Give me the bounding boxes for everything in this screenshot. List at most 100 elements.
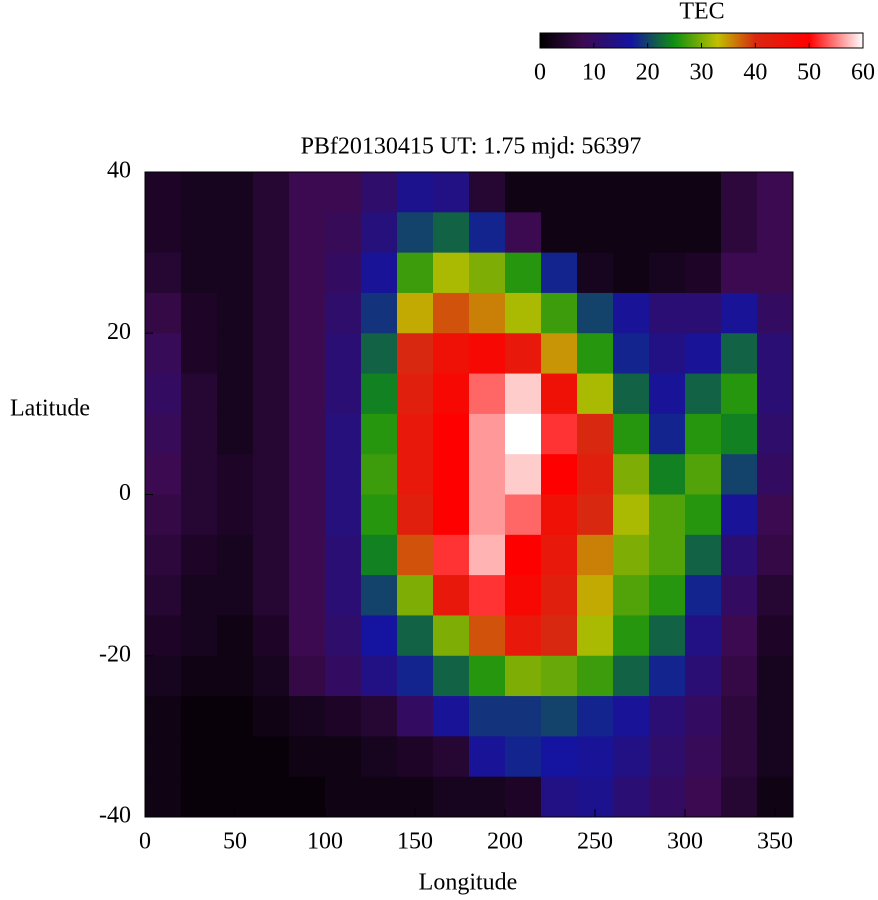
heat-cell bbox=[505, 736, 542, 778]
heat-cell bbox=[757, 655, 794, 697]
colorbar-tick-label: 50 bbox=[797, 60, 821, 86]
heat-cell bbox=[289, 292, 326, 334]
heat-cell bbox=[361, 172, 398, 213]
heat-cell bbox=[325, 292, 362, 334]
heat-cell bbox=[361, 776, 398, 818]
heat-cell bbox=[253, 373, 290, 415]
heat-cell bbox=[541, 575, 578, 616]
heat-cell bbox=[325, 172, 362, 213]
x-tick-label: 300 bbox=[667, 829, 703, 855]
heat-cell bbox=[757, 172, 794, 213]
heat-cell bbox=[685, 736, 722, 778]
colorbar-tick-label: 10 bbox=[582, 60, 606, 86]
heat-cell bbox=[649, 373, 686, 415]
heat-cell bbox=[181, 655, 218, 697]
heat-cell bbox=[253, 736, 290, 778]
heat-cell bbox=[253, 494, 290, 536]
heat-cell bbox=[721, 575, 758, 616]
heat-cell bbox=[469, 736, 506, 778]
heat-cell bbox=[181, 736, 218, 778]
heat-cell bbox=[145, 655, 182, 697]
heat-cell bbox=[541, 696, 578, 737]
heat-cell bbox=[577, 333, 614, 375]
y-tick-label: -20 bbox=[99, 641, 131, 667]
heat-cell bbox=[145, 494, 182, 536]
heat-cell bbox=[433, 454, 470, 495]
heat-cell bbox=[253, 696, 290, 737]
heat-cell bbox=[325, 413, 362, 455]
heat-cell bbox=[181, 373, 218, 415]
heat-cell bbox=[541, 776, 578, 818]
heat-cell bbox=[577, 454, 614, 495]
heat-cell bbox=[433, 252, 470, 294]
heat-cell bbox=[361, 333, 398, 375]
heat-cell bbox=[505, 212, 542, 254]
y-tick-label: 20 bbox=[107, 319, 131, 345]
heat-cell bbox=[397, 736, 434, 778]
heat-cell bbox=[541, 292, 578, 334]
heat-cell bbox=[685, 494, 722, 536]
heat-cell bbox=[613, 575, 650, 616]
heat-cell bbox=[253, 212, 290, 254]
x-tick-label: 100 bbox=[307, 829, 343, 855]
heat-cell bbox=[649, 534, 686, 576]
heat-cell bbox=[685, 575, 722, 616]
heat-cell bbox=[397, 534, 434, 576]
heat-cell bbox=[433, 655, 470, 697]
heat-cell bbox=[649, 655, 686, 697]
x-tick-label: 150 bbox=[397, 829, 433, 855]
heat-cell bbox=[289, 534, 326, 576]
heat-cell bbox=[433, 494, 470, 536]
heat-cell bbox=[505, 172, 542, 213]
heat-cell bbox=[577, 292, 614, 334]
x-tick-label: 0 bbox=[139, 829, 151, 855]
heat-cell bbox=[649, 212, 686, 254]
heat-cell bbox=[685, 413, 722, 455]
heat-cell bbox=[721, 655, 758, 697]
heat-cell bbox=[181, 333, 218, 375]
heat-cell bbox=[145, 534, 182, 576]
heat-cell bbox=[541, 373, 578, 415]
heat-cell bbox=[145, 615, 182, 657]
heat-cell bbox=[397, 494, 434, 536]
heat-cell bbox=[469, 454, 506, 495]
heat-cell bbox=[649, 292, 686, 334]
heat-cell bbox=[721, 615, 758, 657]
heat-cell bbox=[505, 454, 542, 495]
heat-cell bbox=[361, 615, 398, 657]
heat-cell bbox=[325, 575, 362, 616]
heat-cell bbox=[577, 252, 614, 294]
heat-cell bbox=[685, 615, 722, 657]
heat-cell bbox=[505, 413, 542, 455]
heat-cell bbox=[253, 252, 290, 294]
heat-cell bbox=[145, 413, 182, 455]
heat-cell bbox=[217, 655, 254, 697]
heat-cell bbox=[397, 454, 434, 495]
heat-cell bbox=[325, 534, 362, 576]
heat-cell bbox=[649, 575, 686, 616]
heat-cell bbox=[685, 655, 722, 697]
heat-cell bbox=[361, 736, 398, 778]
heat-cell bbox=[217, 696, 254, 737]
heat-cell bbox=[469, 292, 506, 334]
heat-cell bbox=[361, 575, 398, 616]
heat-cell bbox=[469, 575, 506, 616]
heat-cell bbox=[505, 333, 542, 375]
heat-cell bbox=[505, 615, 542, 657]
heat-cell bbox=[361, 252, 398, 294]
heat-cell bbox=[361, 413, 398, 455]
heat-cell bbox=[757, 534, 794, 576]
heat-cell bbox=[721, 373, 758, 415]
heat-cell bbox=[253, 534, 290, 576]
heat-cell bbox=[217, 292, 254, 334]
heat-cell bbox=[649, 776, 686, 818]
y-tick-label: 40 bbox=[107, 158, 131, 184]
heat-cell bbox=[361, 292, 398, 334]
heat-cell bbox=[253, 615, 290, 657]
heat-cell bbox=[469, 776, 506, 818]
heat-cell bbox=[289, 454, 326, 495]
heat-cell bbox=[181, 454, 218, 495]
y-tick-label: 0 bbox=[119, 480, 131, 506]
heat-cell bbox=[721, 333, 758, 375]
